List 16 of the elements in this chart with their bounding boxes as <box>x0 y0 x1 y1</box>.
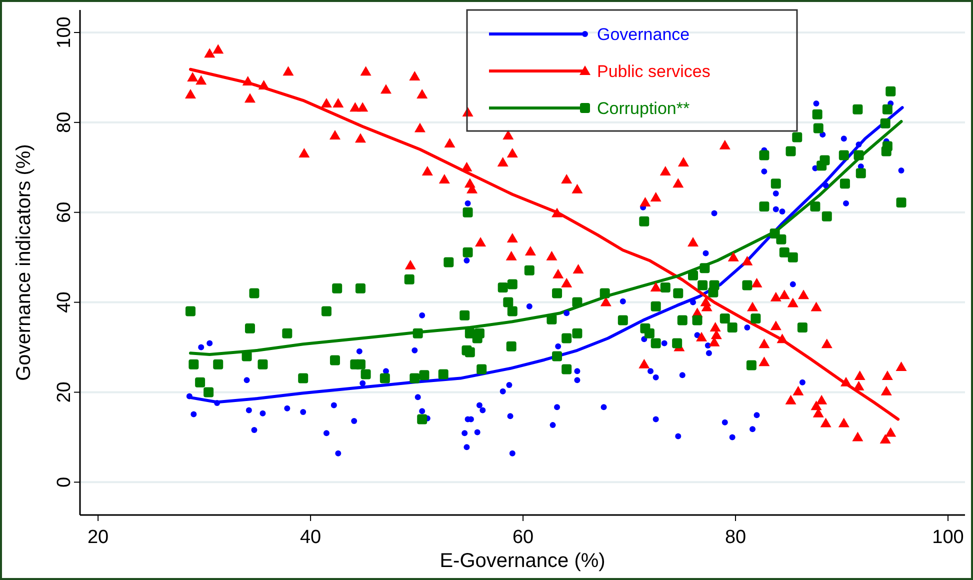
x-tick-label: 80 <box>724 527 746 548</box>
y-tick-label: 100 <box>54 16 75 48</box>
y-tick-label: 80 <box>54 112 75 133</box>
y-tick-label: 40 <box>54 292 75 313</box>
legend-label: Corruption** <box>597 99 690 118</box>
x-tick-label: 60 <box>512 527 534 548</box>
y-tick-label: 60 <box>54 202 75 223</box>
legend-label: Public services <box>597 62 710 81</box>
x-tick-label: 20 <box>87 527 109 548</box>
y-tick-label: 20 <box>54 382 75 403</box>
x-axis-title: E-Governance (%) <box>440 550 606 572</box>
y-tick-label: 0 <box>54 476 75 488</box>
legend-label: Governance <box>597 25 690 44</box>
y-axis-title: Governance indicators (%) <box>13 144 35 381</box>
x-tick-label: 100 <box>932 527 964 548</box>
x-tick-label: 40 <box>300 527 322 548</box>
